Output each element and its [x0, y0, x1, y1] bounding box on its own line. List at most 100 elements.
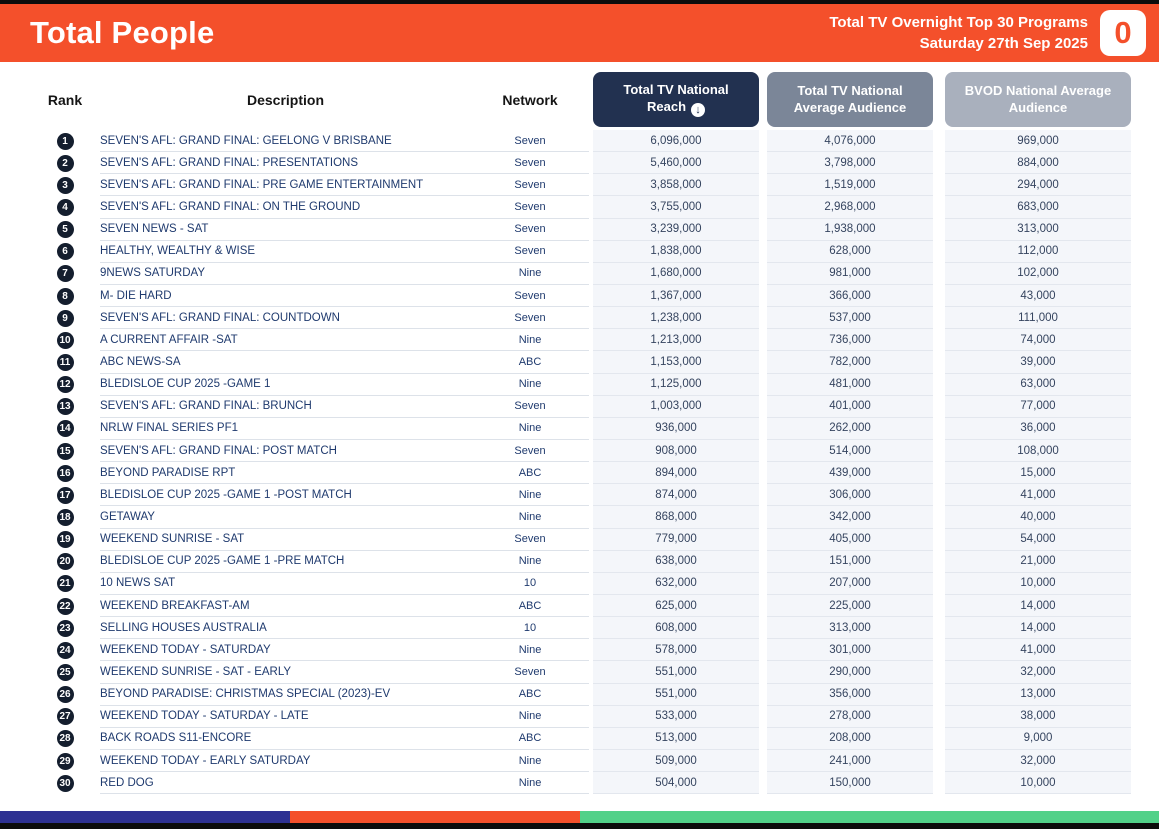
rank-badge: 27 [56, 708, 74, 726]
rank-badge: 7 [56, 265, 74, 283]
program-description: WEEKEND SUNRISE - SAT [100, 529, 471, 551]
reach-value: 625,000 [593, 594, 759, 618]
table-row: 14 NRLW FINAL SERIES PF1 Nine 936,000 26… [30, 417, 1131, 440]
bvod-audience-value: 14,000 [945, 617, 1131, 640]
column-header-network: Network [502, 91, 558, 108]
rank-cell: 14 [30, 418, 100, 440]
rank-badge: 2 [56, 154, 74, 172]
reach-value: 3,755,000 [593, 196, 759, 219]
report-date: Saturday 27th Sep 2025 [919, 35, 1088, 52]
program-description: WEEKEND TODAY - SATURDAY [100, 639, 471, 662]
rank-cell: 29 [30, 750, 100, 772]
reach-header-label: Total TV National Reach [623, 81, 729, 114]
bottom-border-strip [0, 823, 1159, 829]
table-row: 17 BLEDISLOE CUP 2025 -GAME 1 -POST MATC… [30, 484, 1131, 507]
footer-color-segment [579, 811, 1159, 823]
rank-cell: 27 [30, 706, 100, 728]
rank-cell: 26 [30, 684, 100, 706]
column-header-average-audience[interactable]: Total TV National Average Audience [767, 72, 933, 127]
reach-value: 1,213,000 [593, 329, 759, 352]
reach-value: 5,460,000 [593, 152, 759, 175]
header-banner: Total People Total TV Overnight Top 30 P… [0, 4, 1159, 62]
program-description: M- DIE HARD [100, 285, 471, 308]
program-description: SEVEN'S AFL: GRAND FINAL: GEELONG V BRIS… [100, 130, 471, 153]
rank-badge: 15 [56, 442, 74, 460]
rank-cell: 13 [30, 396, 100, 418]
reach-value: 1,003,000 [593, 395, 759, 418]
column-header-description: Description [246, 91, 324, 108]
rank-cell: 22 [30, 595, 100, 617]
bvod-audience-value: 38,000 [945, 705, 1131, 728]
program-description: NRLW FINAL SERIES PF1 [100, 418, 471, 440]
reach-value: 3,239,000 [593, 218, 759, 241]
rank-cell: 3 [30, 174, 100, 196]
table-row: 30 RED DOG Nine 504,000 150,000 10,000 [30, 772, 1131, 795]
rank-cell: 24 [30, 639, 100, 661]
network-name: Seven [471, 661, 589, 684]
bvod-audience-value: 41,000 [945, 639, 1131, 662]
program-description: SEVEN NEWS - SAT [100, 219, 471, 241]
bvod-audience-value: 77,000 [945, 395, 1131, 418]
average-audience-value: 481,000 [767, 373, 933, 396]
table-row: 26 BEYOND PARADISE: CHRISTMAS SPECIAL (2… [30, 683, 1131, 706]
bvod-audience-value: 39,000 [945, 351, 1131, 374]
program-description: WEEKEND TODAY - EARLY SATURDAY [100, 750, 471, 773]
column-header-rank: Rank [47, 91, 83, 108]
rank-badge: 19 [56, 531, 74, 549]
rank-badge: 24 [56, 641, 74, 659]
average-audience-value: 3,798,000 [767, 152, 933, 175]
network-name: Seven [471, 130, 589, 153]
reach-value: 1,838,000 [593, 240, 759, 263]
bvod-audience-value: 969,000 [945, 130, 1131, 153]
average-audience-value: 782,000 [767, 351, 933, 374]
bvod-audience-value: 108,000 [945, 439, 1131, 463]
rank-badge: 1 [56, 132, 74, 150]
average-audience-value: 736,000 [767, 329, 933, 352]
column-header-bvod-audience[interactable]: BVOD National Average Audience [945, 72, 1131, 127]
reach-value: 936,000 [593, 417, 759, 440]
rank-badge: 10 [56, 331, 74, 349]
bvod-audience-value: 313,000 [945, 218, 1131, 241]
reach-value: 632,000 [593, 572, 759, 595]
table-row: 15 SEVEN'S AFL: GRAND FINAL: POST MATCH … [30, 439, 1131, 463]
rank-badge: 29 [56, 752, 74, 770]
rank-cell: 19 [30, 529, 100, 551]
program-description: SEVEN'S AFL: GRAND FINAL: BRUNCH [100, 396, 471, 418]
network-name: ABC [471, 595, 589, 618]
reach-value: 578,000 [593, 639, 759, 662]
rank-badge: 14 [56, 420, 74, 438]
bvod-audience-value: 21,000 [945, 550, 1131, 573]
bvod-audience-value: 74,000 [945, 329, 1131, 352]
program-description: A CURRENT AFFAIR -SAT [100, 329, 471, 352]
table-row: 22 WEEKEND BREAKFAST-AM ABC 625,000 225,… [30, 594, 1131, 618]
network-name: Seven [471, 396, 589, 418]
program-description: HEALTHY, WEALTHY & WISE [100, 241, 471, 263]
average-audience-value: 401,000 [767, 395, 933, 418]
reach-value: 1,125,000 [593, 373, 759, 396]
reach-value: 551,000 [593, 683, 759, 706]
table-row: 18 GETAWAY Nine 868,000 342,000 40,000 [30, 506, 1131, 529]
average-audience-value: 514,000 [767, 439, 933, 463]
bvod-audience-value: 32,000 [945, 661, 1131, 684]
network-name: Seven [471, 152, 589, 175]
network-name: Seven [471, 440, 589, 463]
network-name: 10 [471, 573, 589, 595]
rank-cell: 23 [30, 617, 100, 639]
average-audience-value: 301,000 [767, 639, 933, 662]
average-audience-value: 4,076,000 [767, 130, 933, 153]
bvod-audience-value: 13,000 [945, 683, 1131, 706]
table-row: 7 9NEWS SATURDAY Nine 1,680,000 981,000 … [30, 262, 1131, 285]
reach-value: 1,238,000 [593, 307, 759, 330]
rank-cell: 9 [30, 307, 100, 329]
bvod-audience-value: 54,000 [945, 528, 1131, 551]
table-row: 21 10 NEWS SAT 10 632,000 207,000 10,000 [30, 572, 1131, 595]
average-audience-value: 150,000 [767, 772, 933, 795]
bvod-audience-value: 32,000 [945, 749, 1131, 773]
rank-badge: 6 [56, 243, 74, 261]
program-description: BEYOND PARADISE: CHRISTMAS SPECIAL (2023… [100, 684, 471, 706]
sort-descending-icon[interactable]: ↓ [691, 103, 706, 118]
program-description: BLEDISLOE CUP 2025 -GAME 1 [100, 374, 471, 396]
reach-value: 6,096,000 [593, 130, 759, 153]
network-name: Nine [471, 706, 589, 728]
column-header-reach-sort[interactable]: Total TV National Reach ↓ [593, 72, 759, 127]
